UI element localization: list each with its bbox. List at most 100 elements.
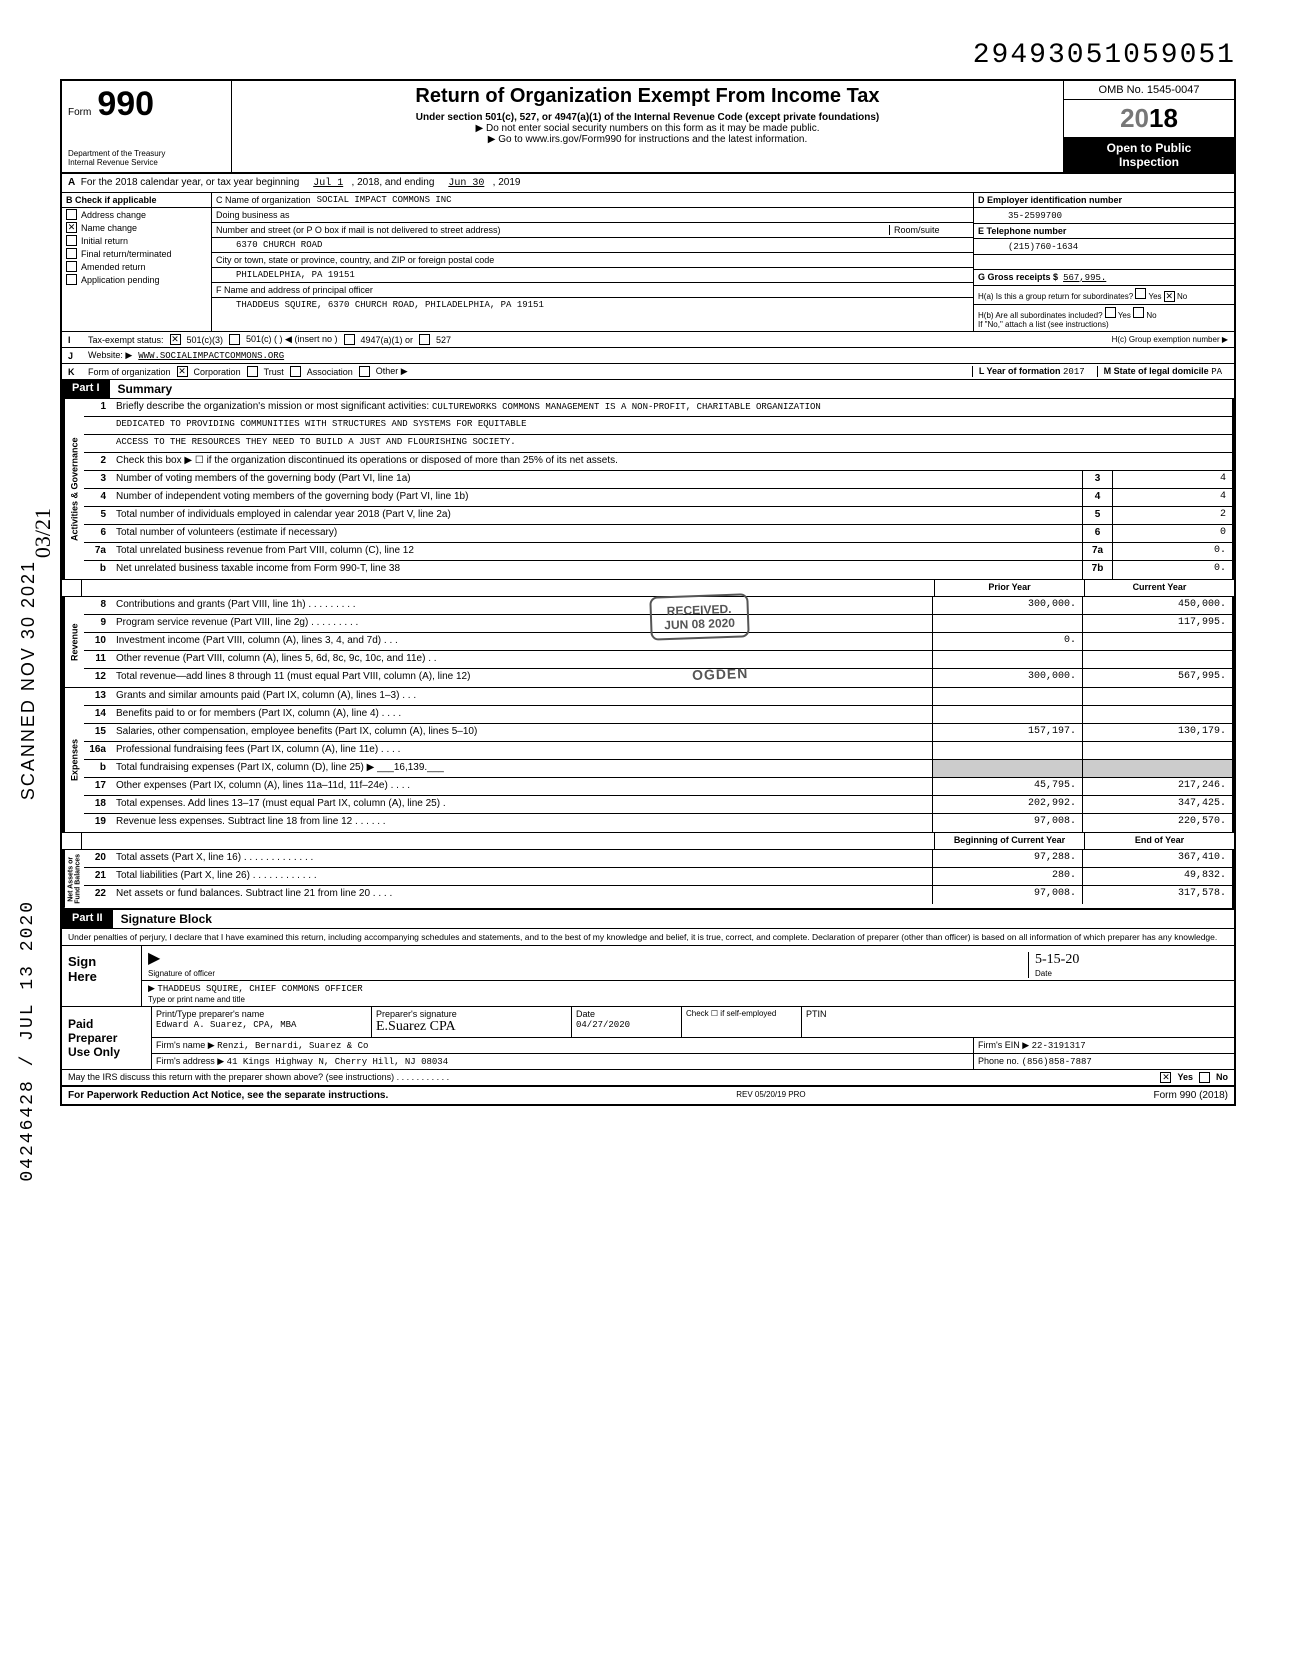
begin-year-hdr: Beginning of Current Year — [934, 833, 1084, 849]
line-val: 2 — [1112, 507, 1232, 524]
state-label: M State of legal domicile — [1104, 366, 1209, 376]
line-num: b — [84, 561, 112, 579]
box-num: 7a — [1082, 543, 1112, 560]
paid-preparer-label: Paid Preparer Use Only — [62, 1007, 152, 1069]
curr-val: 217,246. — [1082, 778, 1232, 795]
prior-val: 45,795. — [932, 778, 1082, 795]
prior-val: 97,008. — [932, 814, 1082, 832]
line-desc: Other expenses (Part IX, column (A), lin… — [112, 778, 932, 795]
rev-date: REV 05/20/19 PRO — [736, 1090, 805, 1101]
line-desc: Contributions and grants (Part VIII, lin… — [112, 597, 932, 614]
ein-value: 35-2599700 — [1008, 211, 1062, 221]
curr-val — [1082, 742, 1232, 759]
mission-text3: ACCESS TO THE RESOURCES THEY NEED TO BUI… — [112, 435, 1232, 452]
curr-val — [1082, 688, 1232, 705]
chk-501c[interactable] — [229, 334, 240, 345]
line-num: 13 — [84, 688, 112, 705]
chk-trust[interactable] — [247, 366, 258, 377]
curr-val: 130,179. — [1082, 724, 1232, 741]
chk-corp[interactable]: ✕ — [177, 366, 188, 377]
line-desc: Total number of volunteers (estimate if … — [112, 525, 1082, 542]
chk-amended[interactable]: Amended return — [62, 260, 211, 273]
line-desc: Number of independent voting members of … — [112, 489, 1082, 506]
prior-val: 300,000. — [932, 597, 1082, 614]
prep-sig-label: Preparer's signature — [376, 1009, 457, 1019]
discuss-yes[interactable]: ✕ — [1160, 1072, 1171, 1083]
ha-label: H(a) Is this a group return for subordin… — [978, 292, 1133, 301]
yes-label: Yes — [1149, 292, 1162, 301]
prep-date: 04/27/2020 — [576, 1020, 630, 1030]
prior-val — [932, 651, 1082, 668]
chk-527[interactable] — [419, 334, 430, 345]
website-value: WWW.SOCIALIMPACTCOMMONS.ORG — [138, 351, 284, 361]
prep-name-label: Print/Type preparer's name — [156, 1009, 264, 1019]
line-num: 18 — [84, 796, 112, 813]
current-year-hdr: Current Year — [1084, 580, 1234, 596]
chk-label: Amended return — [81, 262, 146, 272]
opt-501c: 501(c) ( ) ◀ (insert no ) — [246, 334, 337, 345]
form-footer: For Paperwork Reduction Act Notice, see … — [60, 1087, 1236, 1106]
prior-val — [932, 742, 1082, 759]
curr-val: 317,578. — [1082, 886, 1232, 904]
chk-4947[interactable] — [344, 334, 355, 345]
chk-address[interactable]: Address change — [62, 208, 211, 221]
city-label: City or town, state or province, country… — [216, 255, 494, 265]
line-desc: Total number of individuals employed in … — [112, 507, 1082, 524]
part1-title: Summary — [110, 380, 181, 398]
curr-val: 367,410. — [1082, 850, 1232, 867]
year-prefix: 20 — [1120, 103, 1149, 133]
officer-value: THADDEUS SQUIRE, 6370 CHURCH ROAD, PHILA… — [236, 300, 544, 310]
line-num: 16a — [84, 742, 112, 759]
box-num: 4 — [1082, 489, 1112, 506]
discuss-no[interactable] — [1199, 1072, 1210, 1083]
line-num: 12 — [84, 669, 112, 687]
form-header: Form 990 Department of the Treasury Inte… — [60, 79, 1236, 174]
line-k: K Form of organization ✕Corporation Trus… — [60, 364, 1236, 380]
chk-pending[interactable]: Application pending — [62, 273, 211, 286]
chk-501c3[interactable]: ✕ — [170, 334, 181, 345]
chk-other[interactable] — [359, 366, 370, 377]
part1-header: Part I Summary — [60, 380, 1236, 399]
section-b-c: B Check if applicable Address change ✕Na… — [60, 193, 1236, 332]
self-emp-check[interactable]: Check ☐ if self-employed — [682, 1007, 802, 1037]
prep-date-label: Date — [576, 1009, 595, 1019]
prior-val: 97,008. — [932, 886, 1082, 904]
chk-final[interactable]: Final return/terminated — [62, 247, 211, 260]
omb-number: OMB No. 1545-0047 — [1064, 81, 1234, 100]
line-num: 20 — [84, 850, 112, 867]
curr-val: 117,995. — [1082, 615, 1232, 632]
department: Department of the Treasury Internal Reve… — [68, 150, 225, 168]
chk-assoc[interactable] — [290, 366, 301, 377]
box-num: 5 — [1082, 507, 1112, 524]
state-val: PA — [1211, 367, 1222, 377]
line-i-lbl: I — [68, 335, 82, 345]
chk-initial[interactable]: Initial return — [62, 234, 211, 247]
box-num: 3 — [1082, 471, 1112, 488]
line-desc: Number of voting members of the governin… — [112, 471, 1082, 488]
end-year-hdr: End of Year — [1084, 833, 1234, 849]
line-num: 15 — [84, 724, 112, 741]
form-note2: ▶ Go to www.irs.gov/Form990 for instruct… — [240, 134, 1055, 145]
mission-text1: CULTUREWORKS COMMONS MANAGEMENT IS A NON… — [432, 402, 821, 412]
line-val: 4 — [1112, 489, 1232, 506]
opt-other: Other ▶ — [376, 366, 408, 377]
line-desc: Total expenses. Add lines 13–17 (must eq… — [112, 796, 932, 813]
prior-val — [932, 706, 1082, 723]
shaded-cell — [932, 760, 1082, 777]
line-val: 0. — [1112, 543, 1232, 560]
scanned-stamp: SCANNED NOV 30 2021 — [18, 560, 39, 800]
mission-text2: DEDICATED TO PROVIDING COMMUNITIES WITH … — [112, 417, 1232, 434]
side-revenue: Revenue — [64, 597, 84, 687]
year-form-label: L Year of formation — [979, 366, 1061, 376]
yes-label: Yes — [1177, 1072, 1193, 1082]
curr-val: 347,425. — [1082, 796, 1232, 813]
opt-assoc: Association — [307, 367, 353, 377]
mission-label: Briefly describe the organization's miss… — [116, 401, 429, 412]
curr-val — [1082, 651, 1232, 668]
firm-ein: 22-3191317 — [1032, 1041, 1086, 1051]
chk-name[interactable]: ✕Name change — [62, 221, 211, 234]
line-k-lbl: K — [68, 367, 82, 377]
end-month: Jun 30 — [448, 178, 484, 189]
summary-section: Activities & Governance 1 Briefly descri… — [60, 399, 1236, 910]
tax-status-label: Tax-exempt status: — [88, 335, 164, 345]
